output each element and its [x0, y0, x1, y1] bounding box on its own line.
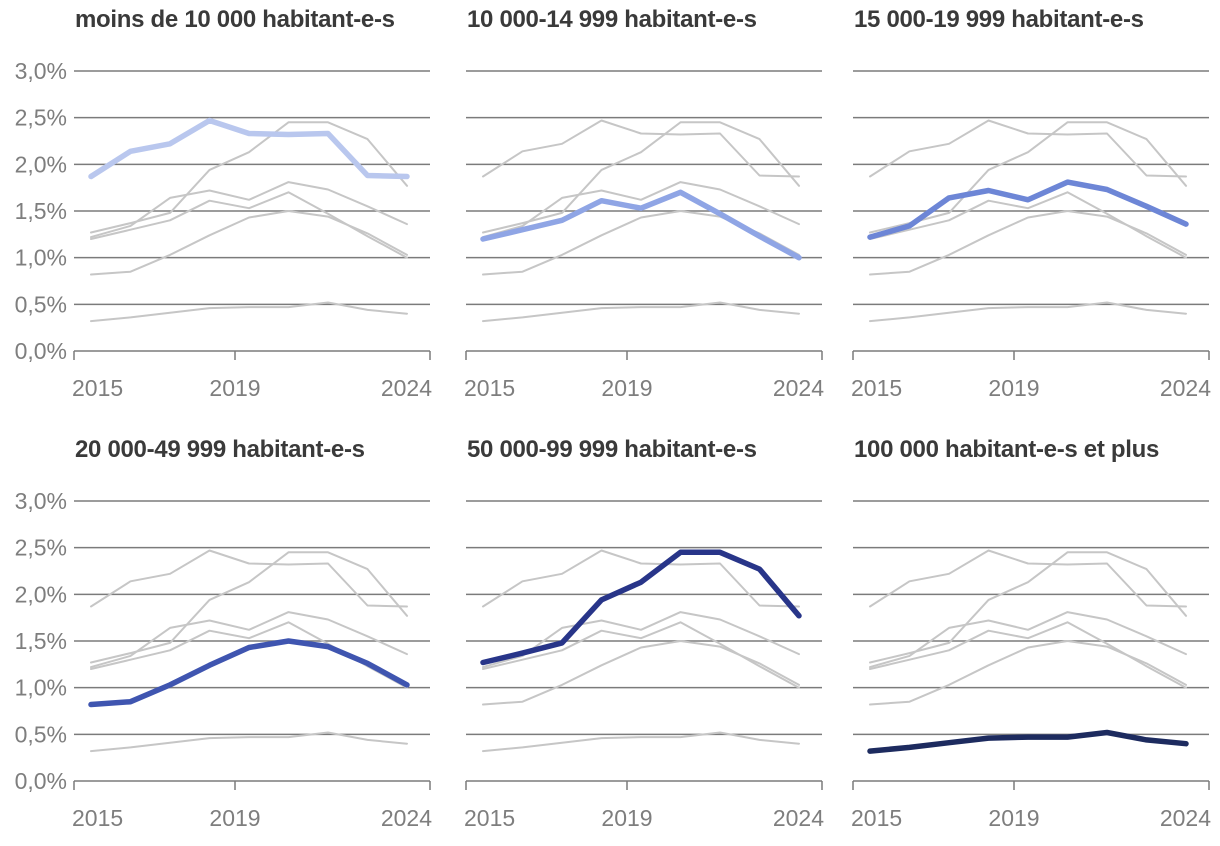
y-axis-tick-label: 1,0% [15, 675, 67, 701]
panel-15000-19999: 15 000-19 999 habitant-e-s 2015 2019 2024 [785, 4, 1215, 408]
y-axis-tick-label: 2,0% [15, 151, 67, 177]
x-axis-tick-label: 2015 [464, 805, 515, 831]
x-axis-tick-label: 2024 [773, 805, 824, 831]
context-line [869, 611, 1187, 669]
series-lines [480, 119, 802, 323]
x-axis-tick-label: 2019 [988, 805, 1039, 831]
x-axis-tick-label: 2019 [601, 375, 652, 401]
x-axis-tick-label: 2024 [381, 805, 432, 831]
y-axis-tick-label: 3,0% [15, 58, 67, 84]
line-plot-moins-de-10000: 3,0% 2,5% 2,0% 1,5% 1,0% 0,5% 0,0%2015 2019 2024 [15, 58, 433, 401]
context-line [90, 181, 408, 239]
context-line [482, 549, 800, 608]
context-line [869, 301, 1187, 323]
line-plot-20000-49999: 3,0% 2,5% 2,0% 1,5% 1,0% 0,5% 0,0%2015 2019 2024 [15, 488, 433, 831]
gridlines: 3,0% 2,5% 2,0% 1,5% 1,0% 0,5% 0,0% [15, 58, 430, 364]
context-line [482, 640, 800, 706]
x-axis-tick-label: 2024 [773, 375, 824, 401]
x-axis-tick-label: 2015 [851, 375, 902, 401]
context-line [869, 640, 1187, 706]
context-line [90, 731, 408, 753]
x-axis-tick-label: 2019 [209, 805, 260, 831]
gridlines: 3,0% 2,5% 2,0% 1,5% 1,0% 0,5% 0,0% [15, 488, 430, 794]
context-line [482, 181, 800, 239]
highlighted-line [867, 729, 1189, 754]
x-axis-tick-label: 2024 [381, 375, 432, 401]
panel-title: 15 000-19 999 habitant-e-s [854, 6, 1144, 33]
y-axis-tick-label: 0,0% [15, 768, 67, 794]
panel-moins-de-10000: moins de 10 000 habitant-e-s 3,0% 2,5% 2,0… [6, 4, 436, 408]
x-axis-tick-label: 2015 [72, 805, 123, 831]
context-line [482, 731, 800, 753]
x-axis: 2015 2019 2024 [72, 351, 432, 401]
context-line [869, 210, 1187, 276]
highlighted-line [88, 638, 410, 708]
x-axis: 2015 2019 2024 [72, 781, 432, 831]
x-axis: 2015 2019 2024 [851, 781, 1211, 831]
line-plot-10000-14999: 2015 2019 2024 [464, 70, 824, 401]
context-line [482, 301, 800, 323]
y-axis-tick-label: 2,0% [15, 581, 67, 607]
x-axis-tick-label: 2015 [464, 375, 515, 401]
context-line [482, 121, 800, 234]
series-lines [88, 549, 410, 753]
context-line [90, 301, 408, 323]
y-axis-tick-label: 0,5% [15, 721, 67, 747]
context-line [869, 119, 1187, 178]
y-axis-tick-label: 3,0% [15, 488, 67, 514]
panel-100000-et-plus: 100 000 habitant-e-s et plus 2015 2019 202… [785, 434, 1215, 838]
context-line [482, 611, 800, 669]
highlighted-line [88, 117, 410, 180]
context-line [482, 119, 800, 178]
x-axis: 2015 2019 2024 [851, 351, 1211, 401]
series-lines [480, 549, 802, 753]
y-axis-tick-label: 1,0% [15, 245, 67, 271]
y-axis-tick-label: 2,5% [15, 105, 67, 131]
x-axis: 2015 2019 2024 [464, 351, 824, 401]
y-axis-tick-label: 2,5% [15, 535, 67, 561]
highlighted-line [480, 189, 802, 261]
highlighted-line [480, 549, 802, 666]
gridlines [853, 500, 1209, 782]
panel-title: 100 000 habitant-e-s et plus [854, 436, 1160, 463]
context-line [90, 121, 408, 234]
panel-title: 20 000-49 999 habitant-e-s [75, 436, 365, 463]
panel-title: 10 000-14 999 habitant-e-s [467, 6, 757, 33]
series-lines [867, 549, 1189, 754]
context-line [869, 551, 1187, 664]
highlighted-line [867, 179, 1189, 240]
x-axis-tick-label: 2015 [72, 375, 123, 401]
line-plot-15000-19999: 2015 2019 2024 [851, 70, 1211, 401]
panel-title: 50 000-99 999 habitant-e-s [467, 436, 757, 463]
gridlines [466, 70, 822, 352]
panel-title: moins de 10 000 habitant-e-s [75, 6, 395, 33]
context-line [90, 210, 408, 276]
series-lines [867, 119, 1189, 323]
y-axis-tick-label: 1,5% [15, 198, 67, 224]
x-axis-tick-label: 2019 [988, 375, 1039, 401]
panel-50000-99999: 50 000-99 999 habitant-e-s 2015 2019 2024 [398, 434, 828, 838]
y-axis-tick-label: 1,5% [15, 628, 67, 654]
x-axis: 2015 2019 2024 [464, 781, 824, 831]
x-axis-tick-label: 2019 [209, 375, 260, 401]
x-axis-tick-label: 2024 [1160, 375, 1211, 401]
panel-20000-49999: 20 000-49 999 habitant-e-s 3,0% 2,5% 2,0% 1… [6, 434, 436, 838]
context-line [90, 551, 408, 664]
series-lines [88, 117, 410, 323]
context-line [869, 121, 1187, 234]
context-line [90, 549, 408, 608]
context-line [90, 611, 408, 669]
x-axis-tick-label: 2019 [601, 805, 652, 831]
y-axis-tick-label: 0,5% [15, 291, 67, 317]
panel-10000-14999: 10 000-14 999 habitant-e-s 2015 2019 2024 [398, 4, 828, 408]
y-axis-tick-label: 0,0% [15, 338, 67, 364]
x-axis-tick-label: 2024 [1160, 805, 1211, 831]
x-axis-tick-label: 2015 [851, 805, 902, 831]
gridlines [853, 70, 1209, 352]
context-line [869, 549, 1187, 608]
line-plot-100000-et-plus: 2015 2019 2024 [851, 500, 1211, 831]
gridlines [466, 500, 822, 782]
line-plot-50000-99999: 2015 2019 2024 [464, 500, 824, 831]
